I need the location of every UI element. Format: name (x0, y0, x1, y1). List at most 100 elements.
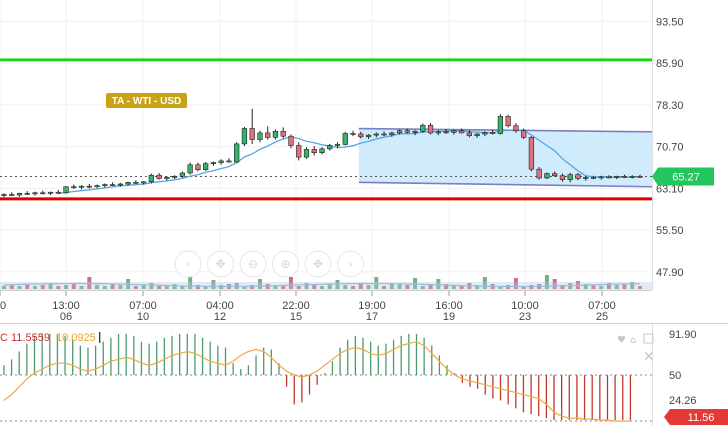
maximize-icon[interactable] (643, 333, 654, 344)
osc-y-tick: 50 (669, 370, 681, 382)
channel-fill[interactable] (358, 128, 652, 187)
instrument-badge[interactable]: TA - WTI - USD (106, 93, 187, 108)
current-price-tag: 65.27 (652, 167, 714, 186)
nav-button-circle[interactable] (337, 250, 364, 278)
x-tick-date: 12 (214, 311, 226, 323)
candle-body (435, 131, 441, 134)
candle (71, 184, 77, 189)
candle-body (140, 181, 147, 184)
candle (358, 131, 364, 139)
heart-icon[interactable]: ♥ (617, 335, 626, 346)
candle (497, 114, 504, 135)
x-tick-date: 19 (443, 311, 455, 323)
osc-tag-bg (664, 409, 728, 425)
candle (435, 130, 441, 136)
volume-bar (320, 286, 324, 289)
volume-bar (413, 278, 418, 289)
candle-body (365, 134, 372, 138)
channel-lower-line[interactable] (358, 181, 653, 188)
volume-bar (141, 285, 146, 289)
nav-button-circle[interactable] (207, 250, 234, 278)
x-tick-date: 06 (60, 311, 72, 323)
price-y-tick: 55.50 (656, 225, 684, 237)
candle-body (583, 177, 589, 179)
chevron-right-icon: › (348, 257, 353, 271)
volume-bar (420, 286, 425, 289)
x-tick-date: 25 (596, 311, 608, 323)
candle-body (148, 174, 154, 183)
candle (203, 162, 209, 171)
zoom-in-button[interactable]: ⊕ (272, 250, 299, 278)
candle-body (528, 137, 535, 170)
fit-icon: ✥ (313, 257, 323, 271)
price-tag-label: 65.27 (672, 171, 700, 183)
candle (125, 181, 131, 186)
volume-bar (2, 286, 6, 289)
candle (133, 180, 139, 184)
candle (63, 186, 69, 194)
candle-body (280, 130, 286, 137)
price-y-tick: 78.30 (656, 100, 684, 112)
candle-body (9, 194, 15, 196)
candle-body (117, 183, 123, 186)
candle (296, 142, 302, 161)
candle (629, 175, 635, 179)
volume-bar (475, 285, 480, 289)
candle-body (187, 164, 193, 174)
candle (575, 173, 581, 181)
nav-button-circle[interactable] (304, 250, 332, 278)
nav-button-circle[interactable] (272, 250, 299, 278)
candle-body (590, 177, 597, 179)
candle (172, 175, 178, 180)
volume-bar (102, 286, 107, 289)
zoom-out-icon: ⊖ (248, 257, 258, 271)
nav-button-circle[interactable] (239, 250, 267, 278)
zoom-out-button[interactable]: ⊖ (239, 250, 267, 278)
price-y-axis: 93.50 85.90 78.30 70.70 63.10 55.50 47.90 (652, 0, 684, 290)
candle-body (327, 145, 333, 150)
candle (47, 191, 54, 195)
candle-body (1, 194, 7, 196)
volume-bar (583, 284, 588, 289)
candle (94, 184, 100, 189)
volume-bar (599, 286, 604, 289)
candle-body (16, 193, 23, 196)
candle (381, 131, 387, 137)
nav-button-circle[interactable] (174, 250, 202, 278)
volume-bar (614, 285, 619, 289)
volume-average-line (3, 282, 641, 288)
instrument-badge-bg (106, 93, 187, 108)
candle-body (102, 184, 108, 186)
candle (373, 132, 379, 138)
reset-zoom-button[interactable]: ✥ (207, 250, 234, 278)
volume-bar (110, 284, 115, 289)
candle (637, 174, 643, 178)
oscillator-line (3, 341, 631, 422)
candle (109, 182, 116, 187)
close-icon[interactable]: ✕ (643, 349, 655, 365)
candle-body (63, 186, 69, 194)
fit-button[interactable]: ✥ (304, 250, 332, 278)
oscillator-histogram (3, 333, 632, 421)
candle-body (396, 130, 403, 134)
candle-body (203, 163, 209, 171)
candle (1, 193, 7, 198)
volume-bar (482, 277, 487, 289)
scroll-right-button[interactable]: › (337, 250, 364, 278)
price-y-tick: 93.50 (656, 16, 684, 28)
candle (218, 159, 224, 165)
legend-prefix: C (0, 332, 8, 344)
home-icon[interactable]: ⌂ (630, 335, 636, 346)
candle-body (47, 191, 54, 194)
candle (257, 130, 263, 143)
volume-bar (327, 284, 332, 289)
horizontal-levels[interactable] (0, 58, 652, 201)
candle-body (559, 175, 566, 180)
candle-body (86, 185, 92, 188)
candle (187, 162, 193, 175)
volume-bar (118, 285, 123, 289)
candle-body (637, 176, 643, 178)
scroll-left-button[interactable]: ‹ (174, 250, 202, 278)
volume-area (0, 282, 652, 290)
candle (443, 129, 449, 135)
